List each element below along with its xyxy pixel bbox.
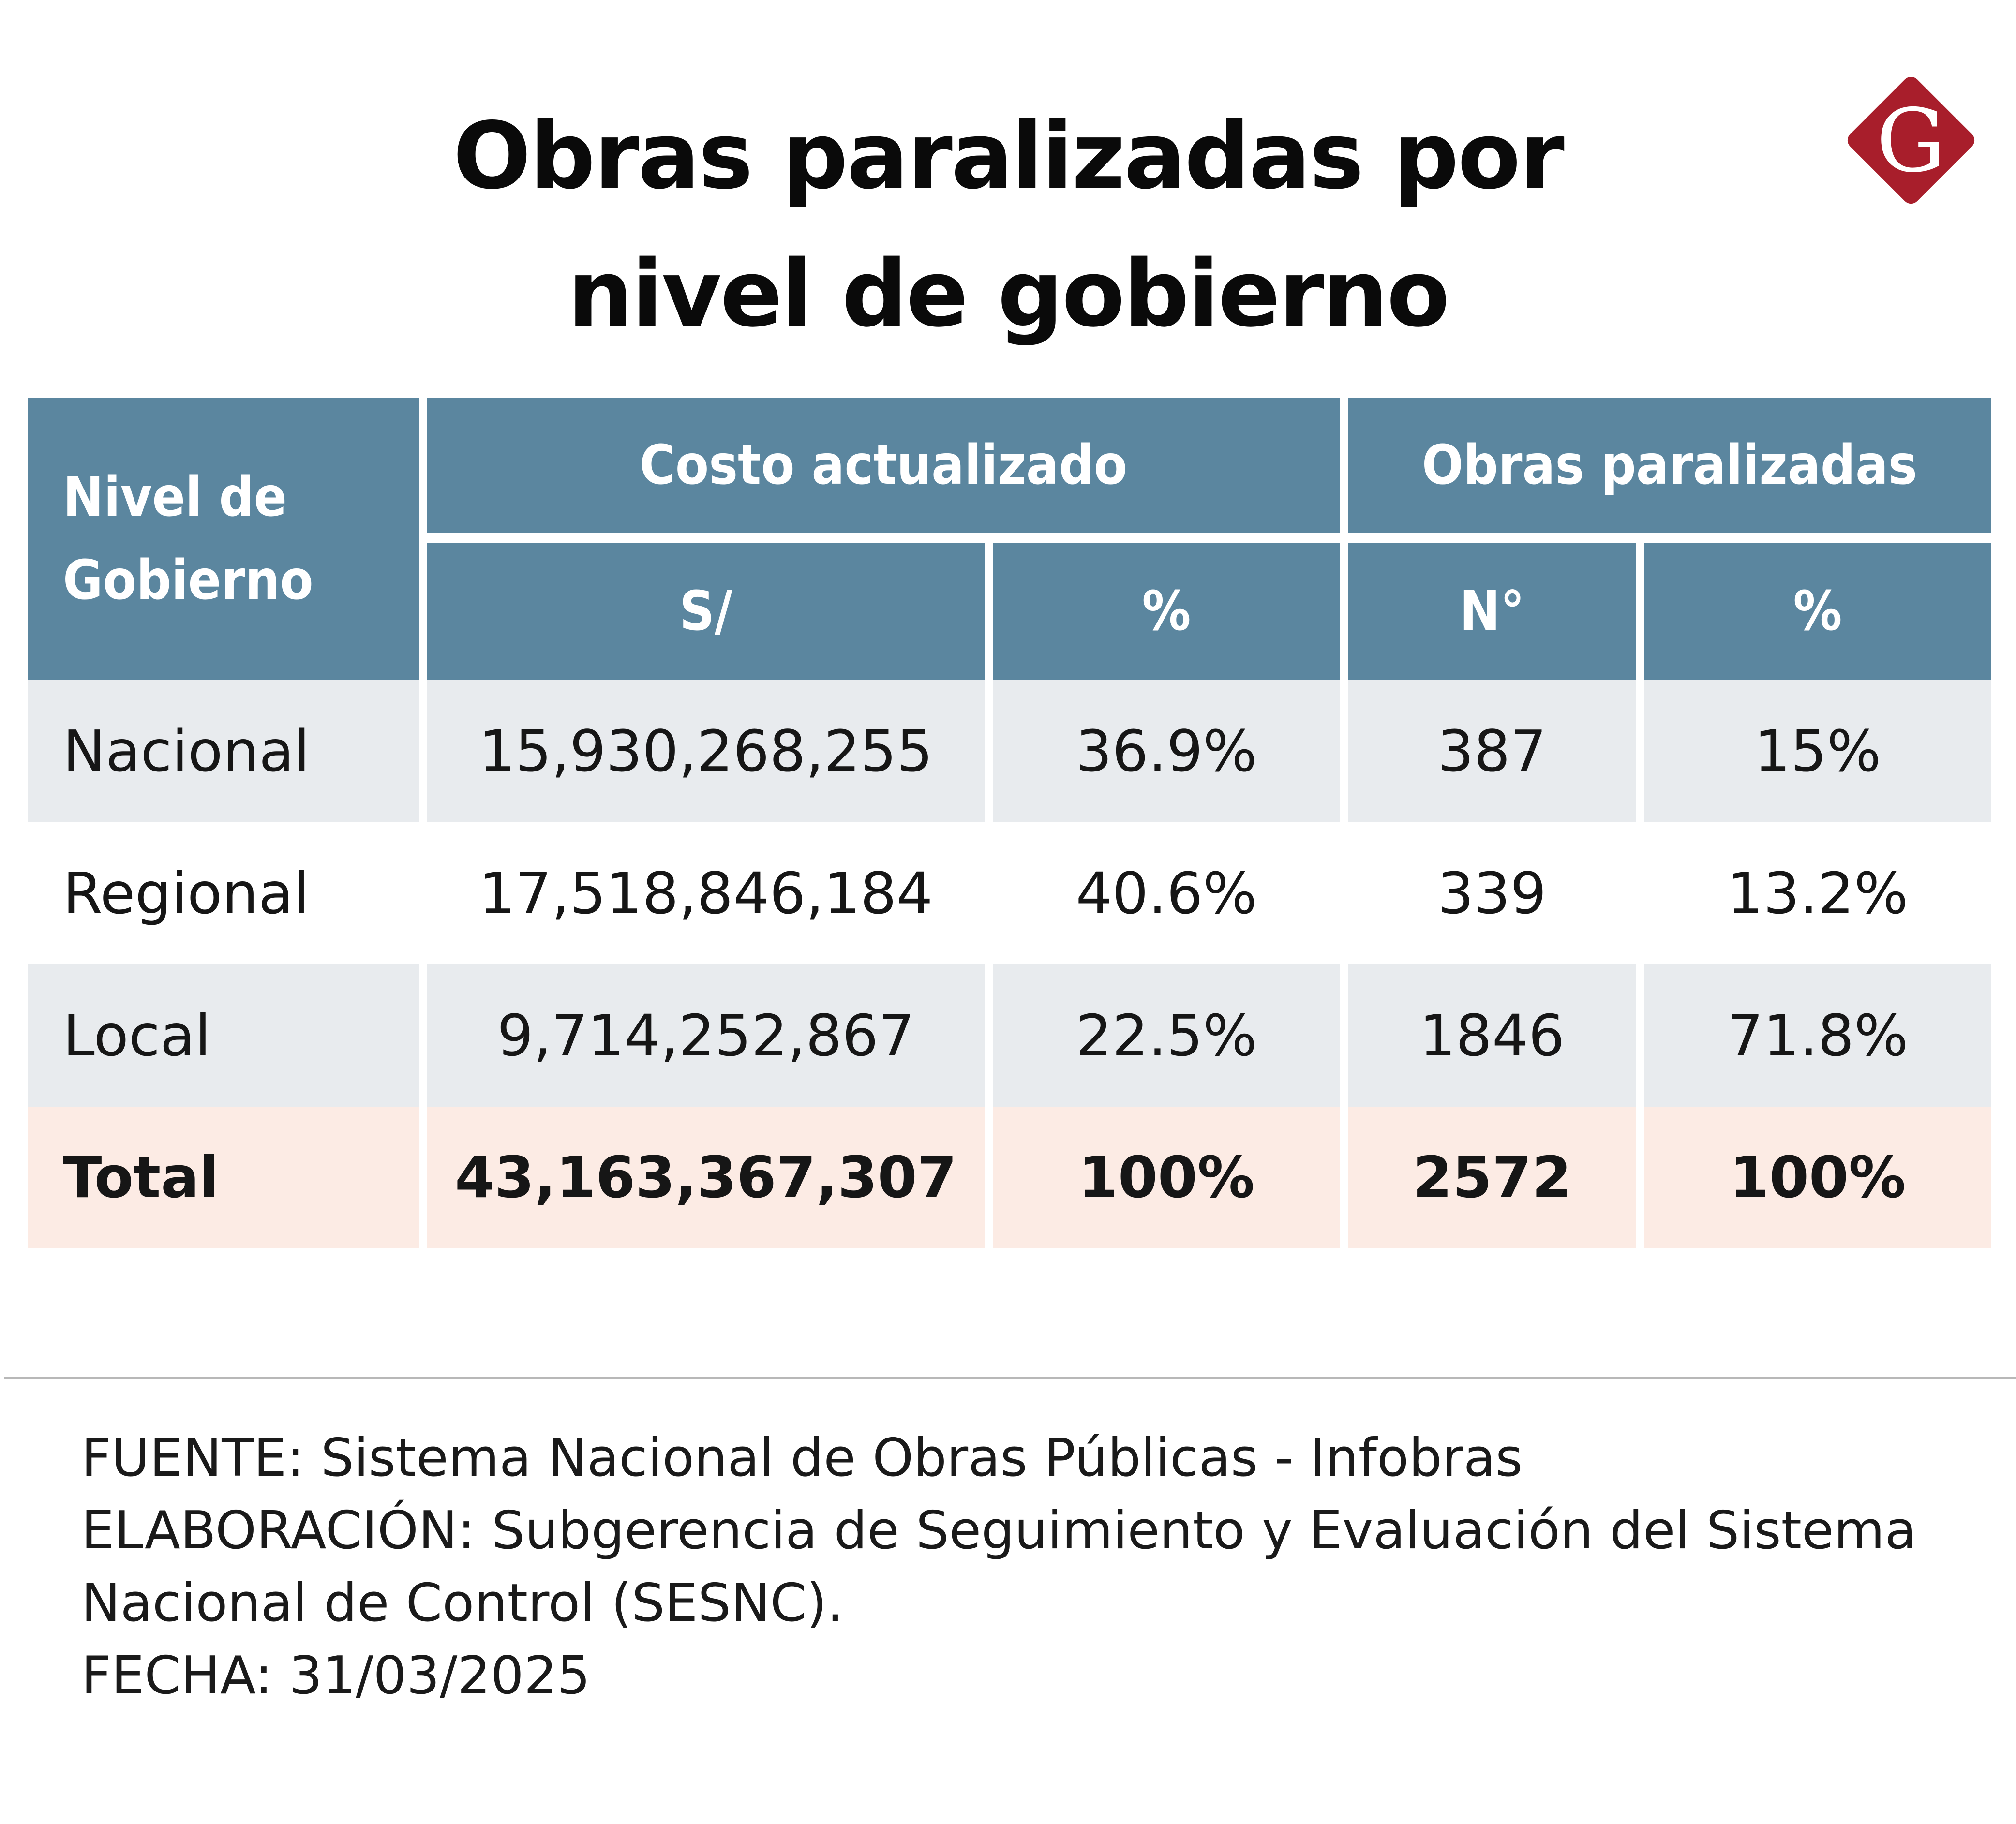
header-obras-pct: % <box>1644 543 1991 680</box>
table-cell-total-obras: 2572 <box>1348 1107 1636 1248</box>
header-soles-label: S/ <box>679 580 732 643</box>
header-costo-label: Costo actualizado <box>639 434 1128 497</box>
cell-text: 100% <box>1729 1144 1906 1211</box>
cell-text: 13.2% <box>1727 860 1909 927</box>
cell-text: Total <box>63 1144 219 1211</box>
table-cell-nivel: Regional <box>28 822 419 964</box>
header-numero-label: N° <box>1459 580 1525 643</box>
cell-text: Nacional <box>63 718 310 785</box>
cell-text: Local <box>63 1002 211 1069</box>
cell-text: 43,163,367,307 <box>455 1144 957 1211</box>
cell-text: 100% <box>1078 1144 1255 1211</box>
header-costo-pct-label: % <box>1142 580 1191 643</box>
chart-title-line-2: nivel de gobierno <box>567 240 1449 347</box>
table-cell-total-obras-pct: 100% <box>1644 1107 1991 1248</box>
footer-divider <box>4 1377 2016 1379</box>
cell-text: 9,714,252,867 <box>497 1002 915 1069</box>
cell-text: 1846 <box>1419 1002 1565 1069</box>
table-cell-nivel: Local <box>28 964 419 1107</box>
header-nivel-de-gobierno: Nivel de Gobierno <box>28 398 419 680</box>
header-obras-label: Obras paralizadas <box>1421 434 1918 497</box>
header-obras-pct-label: % <box>1793 580 1842 643</box>
gestion-logo-icon: G <box>1847 76 1975 204</box>
table-cell-total-costo-pct: 100% <box>993 1107 1340 1248</box>
logo-letter: G <box>1876 91 1946 192</box>
cell-text: 15% <box>1754 718 1882 785</box>
table-cell-obras: 387 <box>1348 680 1636 822</box>
cell-text: 40.6% <box>1075 860 1257 927</box>
cell-text: 17,518,846,184 <box>478 860 933 927</box>
source-line: FUENTE: Sistema Nacional de Obras Públic… <box>81 1428 1523 1488</box>
cell-text: 2572 <box>1412 1144 1572 1211</box>
table-cell-costo: 15,930,268,255 <box>427 680 985 822</box>
cell-text: 22.5% <box>1075 1002 1257 1069</box>
cell-text: 339 <box>1437 860 1547 927</box>
table-cell-obras-pct: 71.8% <box>1644 964 1991 1107</box>
chart-title: Obras paralizadas por nivel de gobierno <box>0 87 2016 363</box>
table-cell-costo-pct: 22.5% <box>993 964 1340 1107</box>
header-nivel-label: Nivel de Gobierno <box>63 466 314 612</box>
cell-text: 15,930,268,255 <box>478 718 933 785</box>
header-costo-actualizado: Costo actualizado <box>427 398 1340 533</box>
source-notes: FUENTE: Sistema Nacional de Obras Públic… <box>81 1422 1917 1712</box>
table-cell-obras-pct: 15% <box>1644 680 1991 822</box>
table-cell-obras: 339 <box>1348 822 1636 964</box>
header-numero: N° <box>1348 543 1636 680</box>
elaboration-line-1: ELABORACIÓN: Subgerencia de Seguimiento … <box>81 1500 1917 1561</box>
cell-text: 387 <box>1437 718 1547 785</box>
table-cell-costo-pct: 40.6% <box>993 822 1340 964</box>
table-cell-costo: 17,518,846,184 <box>427 822 985 964</box>
header-obras-paralizadas: Obras paralizadas <box>1348 398 1991 533</box>
header-costo-pct: % <box>993 543 1340 680</box>
chart-title-line-1: Obras paralizadas por <box>453 103 1565 209</box>
cell-text: 36.9% <box>1075 718 1257 785</box>
elaboration-line-2: Nacional de Control (SESNC). <box>81 1573 844 1633</box>
table-cell-obras: 1846 <box>1348 964 1636 1107</box>
table-cell-nivel: Nacional <box>28 680 419 822</box>
table-cell-total-costo: 43,163,367,307 <box>427 1107 985 1248</box>
table-cell-costo: 9,714,252,867 <box>427 964 985 1107</box>
table-cell-total-label: Total <box>28 1107 419 1248</box>
table-cell-costo-pct: 36.9% <box>993 680 1340 822</box>
date-line: FECHA: 31/03/2025 <box>81 1646 591 1706</box>
header-soles: S/ <box>427 543 985 680</box>
table-cell-obras-pct: 13.2% <box>1644 822 1991 964</box>
cell-text: Regional <box>63 860 310 927</box>
cell-text: 71.8% <box>1727 1002 1909 1069</box>
